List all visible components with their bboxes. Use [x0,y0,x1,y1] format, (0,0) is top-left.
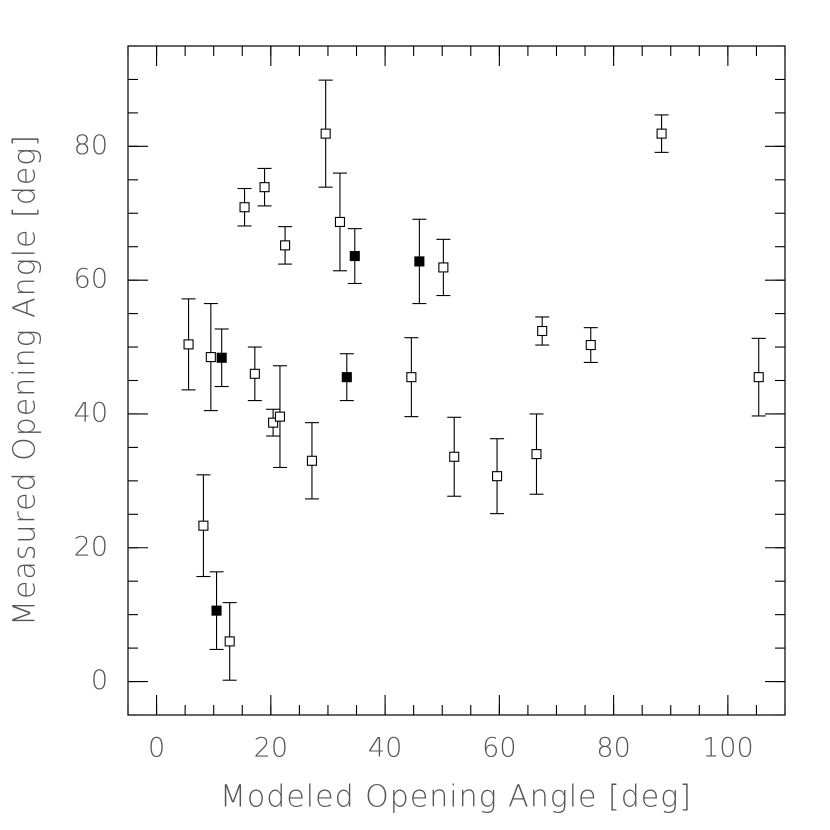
marker [585,339,596,351]
y-tick-label: 80 [74,130,108,161]
marker [334,216,346,227]
x-tick-label: 60 [482,733,516,764]
y-tick-label: 60 [74,264,108,295]
marker [537,325,548,337]
marker [656,128,667,139]
marker [274,411,286,422]
marker [406,372,417,383]
marker [531,449,542,460]
marker [438,262,449,273]
marker [268,417,279,428]
marker [306,455,318,466]
marker [349,251,360,262]
marker [492,471,503,482]
marker [249,368,260,379]
marker [414,256,425,267]
y-tick-label: 0 [91,665,108,696]
marker [211,605,222,616]
marker [341,372,352,383]
x-tick-label: 20 [254,733,288,764]
plot-frame [127,45,786,716]
marker [224,636,235,647]
marker [449,451,460,462]
x-tick-label: 100 [702,733,754,764]
y-tick-label: 20 [74,531,108,562]
marker [753,372,764,383]
marker [280,240,291,251]
x-axis-label: Modeled Opening Angle [deg] [220,780,692,815]
y-axis-label: Measured Opening Angle [deg] [8,134,43,626]
x-tick-label: 80 [596,733,630,764]
y-tick-label: 40 [74,397,108,428]
marker [205,352,216,363]
marker [216,352,227,363]
marker [259,182,270,193]
x-tick-label: 0 [148,733,165,764]
marker [239,202,250,213]
x-tick-label: 40 [368,733,402,764]
marker [183,339,194,350]
marker [198,520,209,531]
marker [320,128,331,139]
